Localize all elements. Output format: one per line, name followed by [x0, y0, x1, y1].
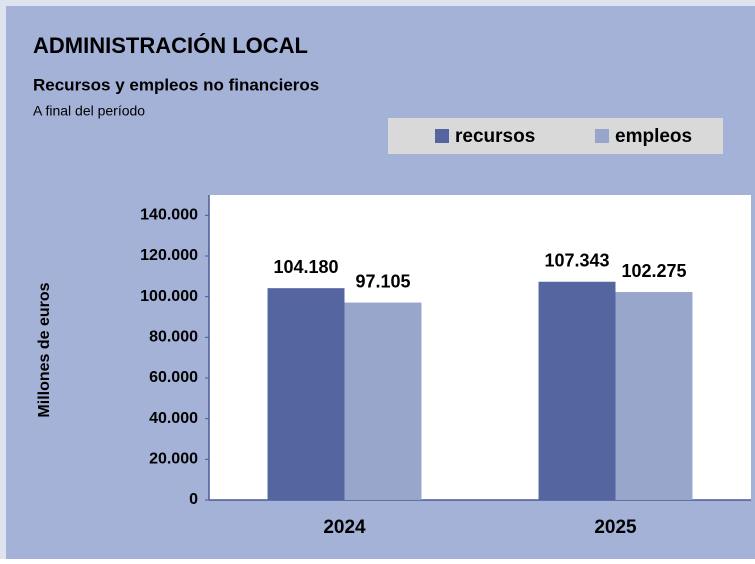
y-tick-label: 0: [189, 491, 198, 508]
data-label: 104.180: [273, 257, 338, 277]
chart-title: ADMINISTRACIÓN LOCAL: [33, 33, 308, 58]
y-tick-label: 100.000: [140, 288, 198, 305]
y-tick-label: 60.000: [149, 369, 198, 386]
x-tick-label: 2024: [323, 517, 366, 538]
y-tick-label: 20.000: [149, 451, 198, 468]
bar: [538, 281, 616, 500]
data-label: 97.105: [355, 271, 410, 291]
y-tick-label: 140.000: [140, 207, 198, 224]
y-tick-label: 40.000: [149, 410, 198, 427]
chart-subtitle: Recursos y empleos no financieros: [33, 75, 319, 94]
x-tick-label: 2025: [594, 517, 637, 538]
y-tick-label: 80.000: [149, 329, 198, 346]
y-tick-label: 120.000: [140, 247, 198, 264]
bar: [615, 292, 693, 500]
chart-note: A final del período: [33, 103, 145, 119]
legend-swatch: [435, 129, 449, 143]
legend-label: recursos: [455, 126, 535, 147]
y-axis-label: Millones de euros: [36, 282, 53, 417]
data-label: 107.343: [544, 250, 609, 270]
bar: [344, 302, 422, 500]
legend-label: empleos: [615, 126, 692, 147]
data-label: 102.275: [621, 261, 686, 281]
legend-swatch: [595, 129, 609, 143]
bar: [267, 288, 345, 500]
